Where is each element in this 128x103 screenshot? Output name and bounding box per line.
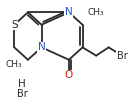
Text: Br: Br	[17, 89, 28, 99]
Text: S: S	[11, 20, 18, 30]
Text: N: N	[38, 42, 45, 52]
Text: N: N	[65, 7, 73, 17]
Text: O: O	[65, 70, 73, 80]
Text: Br: Br	[117, 51, 128, 61]
Text: CH₃: CH₃	[6, 60, 23, 69]
Text: CH₃: CH₃	[88, 8, 104, 17]
Text: H: H	[18, 79, 26, 89]
